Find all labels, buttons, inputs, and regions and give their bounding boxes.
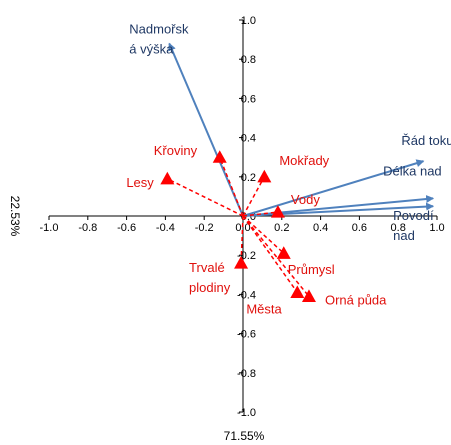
point-label: Mokřady: [279, 153, 329, 168]
point-label: Města: [246, 301, 282, 316]
x-axis-title: 71.55%: [224, 429, 265, 443]
axes: -1.0-1.0-0.8-0.8-0.6-0.6-0.4-0.4-0.2-0.2…: [40, 15, 445, 419]
y-tick-label: -0.6: [237, 329, 256, 341]
y-tick-label: -0.4: [237, 289, 256, 301]
vector-arrow: [242, 159, 425, 217]
x-tick-label: -0.6: [117, 222, 136, 234]
y-tick-label: -0.8: [237, 368, 256, 380]
x-tick-label: 0.8: [391, 222, 406, 234]
point-label: Lesy: [126, 175, 154, 190]
x-tick-label: 0.2: [274, 222, 289, 234]
point-line: [240, 215, 244, 264]
vector-label: Řád toku: [401, 133, 451, 148]
point-line: [242, 176, 265, 217]
x-tick-label: -0.2: [195, 222, 214, 234]
y-tick-label: 0.2: [241, 172, 256, 184]
point-line: [242, 215, 285, 254]
x-tick-label: 0.6: [352, 222, 367, 234]
point-marker: [234, 256, 249, 269]
point-marker: [301, 289, 316, 302]
point-label: Vody: [291, 192, 320, 207]
vector-arrow: [168, 42, 244, 217]
point-line: [242, 215, 310, 297]
y-tick-label: 0.6: [241, 93, 256, 105]
point-marker: [257, 169, 272, 183]
point-marker: [290, 285, 305, 299]
label-layer: Nadmořsk á výška Řád toku Délka nad Povodí na…: [126, 22, 451, 317]
y-axis-title: 22.53%: [8, 196, 22, 237]
point-label: Průmysl: [288, 262, 335, 277]
vector-label: Nadmořsk á výška: [129, 22, 189, 57]
y-tick-label: -1.0: [237, 407, 256, 419]
vector-label: Délka nad: [383, 163, 442, 178]
x-tick-label: 1.0: [429, 222, 444, 234]
point-line: [219, 156, 244, 217]
x-tick-label: -1.0: [40, 222, 59, 234]
y-tick-label: 1.0: [241, 15, 256, 27]
point-label: Křoviny: [154, 143, 198, 158]
x-tick-label: 0.0: [235, 222, 250, 234]
x-tick-label: 0.4: [313, 222, 328, 234]
point-marker: [160, 171, 175, 185]
vector-label: Povodí nad: [393, 208, 434, 243]
point-marker: [212, 150, 227, 163]
x-tick-label: -0.4: [156, 222, 175, 234]
point-label: Trvalé plodiny: [189, 260, 231, 295]
y-tick-label: 0.4: [241, 133, 256, 145]
point-line: [242, 211, 279, 217]
y-tick-label: 0.8: [241, 54, 256, 66]
point-label: Orná půda: [325, 292, 387, 307]
point-marker: [270, 205, 285, 218]
point-layer: [160, 150, 316, 302]
point-line: [167, 178, 244, 217]
vector-layer: [168, 42, 435, 217]
point-line: [242, 215, 298, 293]
point-marker: [276, 246, 291, 259]
x-tick-label: -0.8: [78, 222, 97, 234]
